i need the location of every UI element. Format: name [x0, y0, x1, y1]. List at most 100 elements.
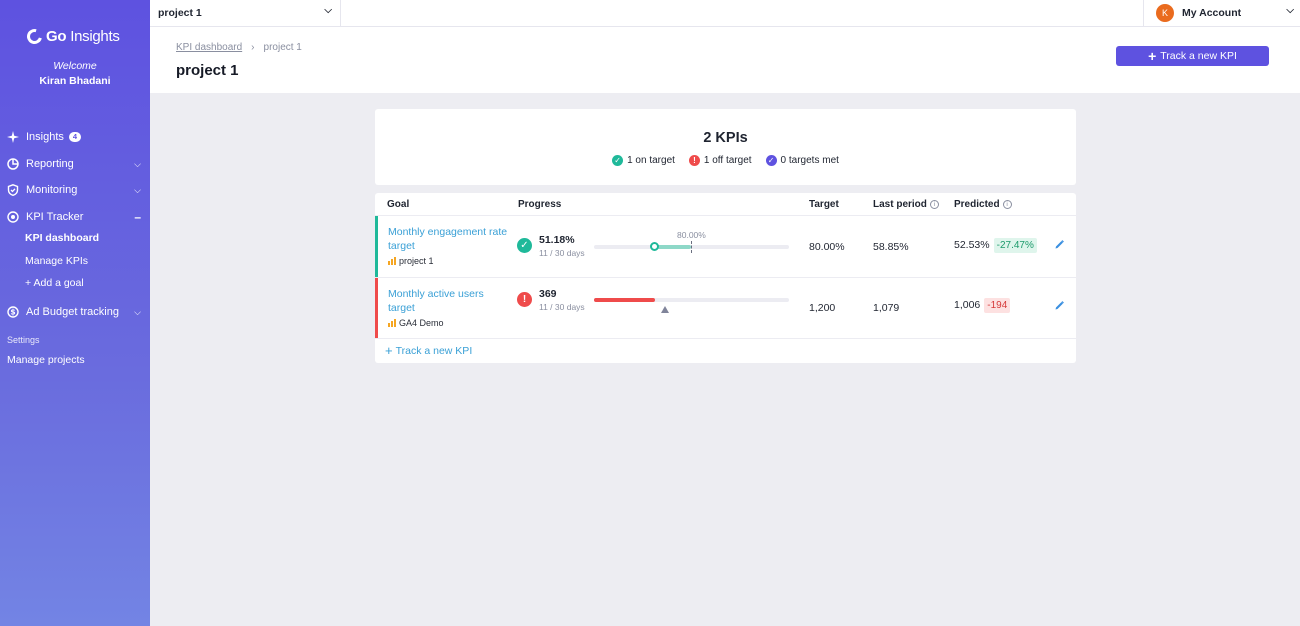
- progress-value: 369: [539, 288, 557, 300]
- svg-text:$: $: [10, 308, 15, 317]
- sidebar-item-label: Insights: [26, 131, 64, 143]
- target-value: 80.00%: [809, 241, 845, 253]
- edit-icon[interactable]: [1054, 300, 1065, 314]
- plus-icon: +: [385, 343, 393, 358]
- targets-met-stat: ✓ 0 targets met: [765, 155, 839, 166]
- check-icon: ✓: [612, 155, 624, 166]
- sparkle-icon: [7, 131, 19, 143]
- goal-source-label: GA4 Demo: [399, 318, 444, 328]
- progress-bar-fill: [654, 245, 691, 249]
- app-logo[interactable]: Go Insights: [24, 26, 120, 47]
- table-row: Monthly active users target GA4 Demo ! 3…: [375, 278, 1076, 339]
- off-target-label: 1 off target: [703, 155, 752, 166]
- account-label: My Account: [1182, 7, 1242, 19]
- goal-source: GA4 Demo: [388, 318, 444, 328]
- logo-text-strong: Go: [46, 28, 67, 45]
- sidebar-item-ad-budget[interactable]: $ Ad Budget tracking ⌵: [0, 301, 150, 323]
- goal-source-label: project 1: [399, 256, 434, 266]
- account-menu[interactable]: K My Account ⌵: [1143, 0, 1300, 26]
- insights-count-badge: 4: [68, 132, 82, 142]
- sidebar-item-label: Reporting: [26, 158, 74, 170]
- header-label: Target: [809, 199, 839, 210]
- breadcrumb-separator-icon: ›: [251, 42, 255, 53]
- sidebar-item-manage-projects[interactable]: Manage projects: [7, 354, 85, 366]
- on-target-stat: ✓ 1 on target: [612, 155, 675, 166]
- top-bar: project 1 ⌵ K My Account ⌵: [150, 0, 1300, 27]
- info-icon[interactable]: i: [1002, 200, 1012, 209]
- header-label: Predicted: [954, 199, 1000, 210]
- predicted-value: 52.53%: [954, 239, 990, 251]
- sidebar-item-insights[interactable]: Insights 4: [0, 126, 150, 148]
- divider: [375, 215, 1076, 216]
- chevron-down-icon: ⌵: [134, 306, 141, 317]
- progress-bar-fill: [594, 298, 655, 302]
- info-icon[interactable]: i: [929, 200, 939, 209]
- project-select-value: project 1: [158, 7, 202, 19]
- sidebar-subitem-add-goal[interactable]: + Add a goal: [25, 277, 84, 289]
- kpi-summary-card: 2 KPIs ✓ 1 on target ! 1 off target ✓ 0 …: [375, 109, 1076, 185]
- dollar-icon: $: [7, 306, 19, 318]
- logo-text-light: Insights: [70, 28, 120, 45]
- target-marker-label: 80.00%: [677, 230, 706, 240]
- sidebar-subitem-kpi-dashboard[interactable]: KPI dashboard: [25, 232, 100, 244]
- pie-chart-icon: [7, 158, 19, 170]
- progress-days: 11 / 30 days: [539, 248, 585, 258]
- kpi-count: 2 KPIs: [703, 130, 748, 146]
- goal-source: project 1: [388, 256, 434, 266]
- column-header-target: Target: [809, 199, 839, 210]
- chevron-down-icon: ⌵: [134, 158, 141, 169]
- progress-bar: [594, 241, 789, 253]
- table-row: Monthly engagement rate target project 1…: [375, 216, 1076, 277]
- target-marker: [691, 241, 692, 253]
- off-target-stat: ! 1 off target: [688, 155, 752, 166]
- divider: [375, 277, 1076, 278]
- page-header: KPI dashboard › project 1 project 1 + Tr…: [150, 27, 1300, 93]
- goal-link[interactable]: Monthly active users target: [388, 288, 484, 314]
- header-label: Last period: [873, 199, 927, 210]
- shield-icon: [7, 184, 19, 196]
- collapse-icon: –: [134, 210, 141, 224]
- sidebar-item-reporting[interactable]: Reporting ⌵: [0, 153, 150, 175]
- sidebar-subitem-manage-kpis[interactable]: Manage KPIs: [25, 255, 89, 267]
- status-indicator: [375, 278, 378, 339]
- link-label: Track a new KPI: [395, 344, 473, 357]
- alert-icon: !: [517, 292, 532, 307]
- check-icon: ✓: [765, 155, 777, 166]
- delta-badge: -194: [984, 298, 1011, 313]
- sidebar: Go Insights Welcome Kiran Bhadani Insight…: [0, 0, 150, 626]
- edit-icon[interactable]: [1054, 239, 1065, 253]
- goal-link[interactable]: Monthly engagement rate target: [388, 226, 508, 252]
- last-period-value: 1,079: [873, 302, 900, 314]
- column-header-predicted: Predicted i: [954, 199, 1012, 210]
- avatar: K: [1156, 4, 1174, 22]
- project-select[interactable]: project 1 ⌵: [150, 0, 341, 26]
- chevron-down-icon: ⌵: [134, 184, 141, 195]
- target-value: 1,200: [809, 302, 836, 314]
- progress-days: 11 / 30 days: [539, 302, 585, 312]
- target-icon: [7, 211, 19, 223]
- breadcrumb-current: project 1: [263, 42, 302, 53]
- target-marker-icon: [661, 306, 669, 313]
- predicted-cell: 52.53% -27.47%: [954, 238, 1037, 253]
- track-new-kpi-button[interactable]: + Track a new KPI: [1116, 46, 1269, 66]
- button-label: Track a new KPI: [1160, 50, 1237, 62]
- chevron-down-icon: ⌵: [324, 5, 332, 16]
- breadcrumb-link[interactable]: KPI dashboard: [176, 42, 243, 53]
- progress-value: 51.18%: [539, 234, 575, 246]
- last-period-value: 58.85%: [873, 241, 909, 253]
- track-new-kpi-link[interactable]: + Track a new KPI: [385, 344, 472, 357]
- user-name: Kiran Bhadani: [39, 75, 111, 87]
- settings-section-label: Settings: [7, 335, 40, 345]
- analytics-icon: [388, 319, 396, 327]
- welcome-text: Welcome: [53, 60, 97, 72]
- sidebar-item-kpi-tracker[interactable]: KPI Tracker –: [0, 206, 150, 228]
- column-header-progress: Progress: [518, 199, 561, 210]
- sidebar-item-monitoring[interactable]: Monitoring ⌵: [0, 179, 150, 201]
- chevron-down-icon: ⌵: [1286, 5, 1294, 16]
- header-label: Goal: [387, 199, 410, 210]
- kpi-status-summary: ✓ 1 on target ! 1 off target ✓ 0 targets…: [375, 155, 1076, 166]
- logo-icon: [24, 26, 45, 47]
- progress-marker: [650, 242, 659, 251]
- targets-met-label: 0 targets met: [780, 155, 839, 166]
- sidebar-item-label: KPI Tracker: [26, 211, 84, 223]
